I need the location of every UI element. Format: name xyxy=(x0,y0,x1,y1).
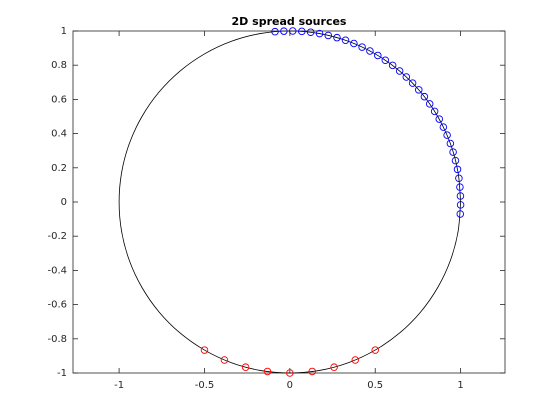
source-marker xyxy=(430,107,439,116)
source-marker xyxy=(271,27,279,36)
source-marker xyxy=(308,367,316,376)
x-tick-label: 0.5 xyxy=(367,380,383,391)
source-marker xyxy=(408,79,417,87)
y-tick-label: -0.8 xyxy=(47,334,67,345)
source-marker xyxy=(241,363,250,371)
source-marker xyxy=(456,192,465,200)
source-marker xyxy=(289,27,297,35)
source-marker xyxy=(341,36,350,44)
source-marker xyxy=(351,356,360,364)
source-marker xyxy=(306,28,315,36)
y-tick-label: -0.4 xyxy=(47,265,67,276)
source-marker xyxy=(456,183,464,191)
source-marker xyxy=(315,29,324,38)
source-marker xyxy=(453,165,462,174)
source-marker xyxy=(324,31,333,40)
source-marker xyxy=(350,39,358,48)
source-marker xyxy=(200,346,209,354)
source-marker xyxy=(435,115,444,123)
x-tick-label: -0.5 xyxy=(195,380,215,391)
y-tick-label: -0.2 xyxy=(47,231,67,242)
x-tick-label: 1 xyxy=(457,380,463,391)
source-marker xyxy=(449,148,457,156)
source-marker xyxy=(443,131,451,139)
x-tick-label: 0 xyxy=(287,380,293,391)
chart-title: 2D spread sources xyxy=(232,15,347,28)
source-marker xyxy=(220,356,229,364)
source-marker xyxy=(446,139,455,148)
source-marker xyxy=(420,92,429,101)
source-marker xyxy=(298,27,306,36)
source-marker xyxy=(381,56,390,64)
y-tick-label: 0.6 xyxy=(51,94,67,105)
source-marker xyxy=(330,363,338,371)
source-marker xyxy=(451,156,460,165)
source-marker xyxy=(425,100,434,108)
y-tick-label: -1 xyxy=(57,368,67,379)
y-tick-label: 1 xyxy=(61,26,67,37)
source-marker xyxy=(286,369,294,377)
source-marker xyxy=(333,33,341,42)
source-marker xyxy=(395,67,404,75)
source-marker xyxy=(280,27,288,35)
source-marker xyxy=(374,51,382,60)
y-tick-label: -0.6 xyxy=(47,300,67,311)
source-marker xyxy=(402,73,411,81)
source-marker xyxy=(439,123,448,131)
y-tick-label: 0.2 xyxy=(51,163,67,174)
source-marker xyxy=(371,346,379,354)
y-tick-label: 0.8 xyxy=(51,60,67,71)
source-marker xyxy=(263,367,272,376)
source-marker xyxy=(415,86,423,94)
source-marker xyxy=(455,174,463,182)
source-marker xyxy=(388,61,397,70)
y-tick-label: 0 xyxy=(61,197,67,208)
source-marker xyxy=(456,201,465,209)
x-tick-label: -1 xyxy=(114,380,124,391)
source-marker xyxy=(456,210,465,218)
source-marker xyxy=(366,47,374,55)
y-tick-label: 0.4 xyxy=(51,129,67,140)
axes-box xyxy=(72,30,506,374)
source-marker xyxy=(358,43,366,51)
